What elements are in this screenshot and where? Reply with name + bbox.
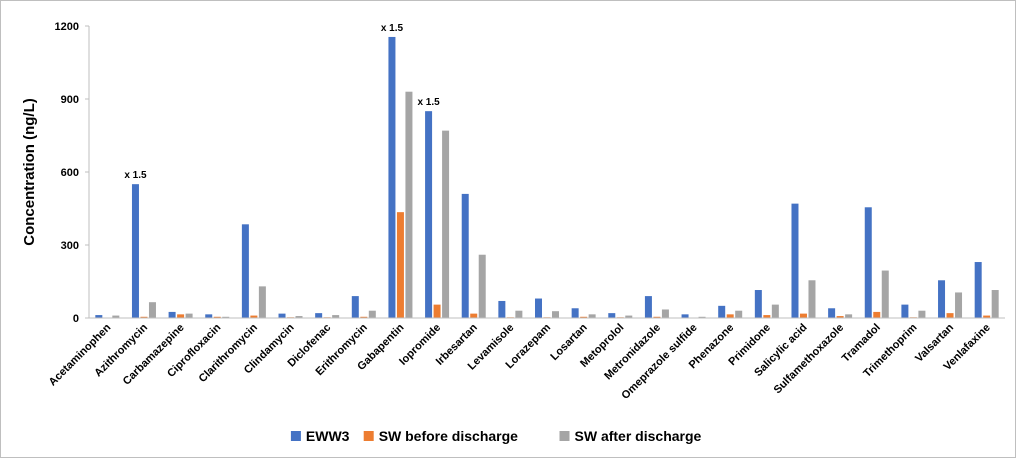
y-tick-label: 1200 (55, 21, 79, 33)
bar-sw-after-discharge (369, 311, 376, 318)
bar-eww3 (791, 204, 798, 318)
x-axis: AcetaminophenAzithromycinCarbamazepineCi… (47, 318, 1005, 402)
bar-eww3 (755, 290, 762, 318)
bar-sw-before-discharge (947, 313, 954, 318)
legend: EWW3 SW before discharge SW after discharg… (291, 428, 702, 444)
bar-eww3 (132, 184, 139, 318)
bar-eww3 (682, 314, 689, 318)
bar-eww3 (901, 305, 908, 318)
bar-eww3 (242, 224, 249, 318)
bar-sw-after-discharge (149, 302, 156, 318)
bar-eww3 (938, 280, 945, 318)
bar-sw-after-discharge (735, 311, 742, 318)
bar-sw-before-discharge (434, 305, 441, 318)
bar-sw-after-discharge (259, 286, 266, 318)
bar-annotation: x 1.5 (417, 97, 440, 108)
bar-sw-before-discharge (800, 314, 807, 318)
bar-sw-before-discharge (727, 314, 734, 318)
legend-label: EWW3 (306, 428, 350, 444)
bar-eww3 (608, 313, 615, 318)
bar-annotation: x 1.5 (124, 170, 147, 181)
legend-swatch (364, 431, 374, 441)
bar-sw-after-discharge (808, 280, 815, 318)
bar-eww3 (169, 312, 176, 318)
bar-sw-after-discharge (772, 305, 779, 318)
y-tick-label: 900 (61, 94, 79, 106)
bar-sw-after-discharge (515, 311, 522, 318)
bar-sw-before-discharge (873, 312, 880, 318)
bar-eww3 (645, 296, 652, 318)
bar-eww3 (975, 262, 982, 318)
bar-eww3 (498, 301, 505, 318)
bar-sw-before-discharge (397, 212, 404, 318)
bar-sw-after-discharge (405, 92, 412, 318)
bar-annotation: x 1.5 (381, 23, 404, 34)
bar-eww3 (425, 111, 432, 318)
bar-sw-before-discharge (470, 314, 477, 318)
bar-sw-after-discharge (186, 314, 193, 318)
y-tick-label: 300 (61, 240, 79, 252)
bar-eww3 (205, 314, 212, 318)
bar-sw-after-discharge (955, 292, 962, 318)
bar-sw-after-discharge (479, 255, 486, 318)
y-axis-label: Concentration (ng/L) (21, 98, 38, 245)
bar-eww3 (388, 37, 395, 318)
bar-sw-after-discharge (552, 311, 559, 318)
bar-sw-after-discharge (589, 314, 596, 318)
legend-label: SW after discharge (575, 428, 702, 444)
bar-eww3 (828, 308, 835, 318)
bar-eww3 (718, 306, 725, 318)
bar-sw-before-discharge (177, 314, 184, 318)
legend-swatch (291, 431, 301, 441)
legend-swatch (560, 431, 570, 441)
bar-eww3 (352, 296, 359, 318)
bar-sw-after-discharge (442, 131, 449, 318)
y-tick-label: 0 (73, 313, 79, 325)
bar-eww3 (865, 207, 872, 318)
bar-sw-after-discharge (992, 290, 999, 318)
y-axis: 0 300 600 900 1200 (55, 21, 89, 325)
y-tick-label: 600 (61, 167, 79, 179)
bars-group (95, 37, 998, 318)
bar-eww3 (535, 299, 542, 318)
legend-label: SW before discharge (379, 428, 518, 444)
bar-sw-after-discharge (662, 309, 669, 318)
bar-eww3 (572, 308, 579, 318)
x-tick-label: Acetaminophen (47, 321, 114, 388)
bar-eww3 (315, 313, 322, 318)
x-tick-label: Sulfamethoxazole (772, 322, 847, 397)
bar-eww3 (462, 194, 469, 318)
bar-sw-after-discharge (882, 271, 889, 318)
bar-sw-after-discharge (845, 314, 852, 318)
bar-eww3 (279, 314, 286, 318)
bar-sw-after-discharge (918, 311, 925, 318)
